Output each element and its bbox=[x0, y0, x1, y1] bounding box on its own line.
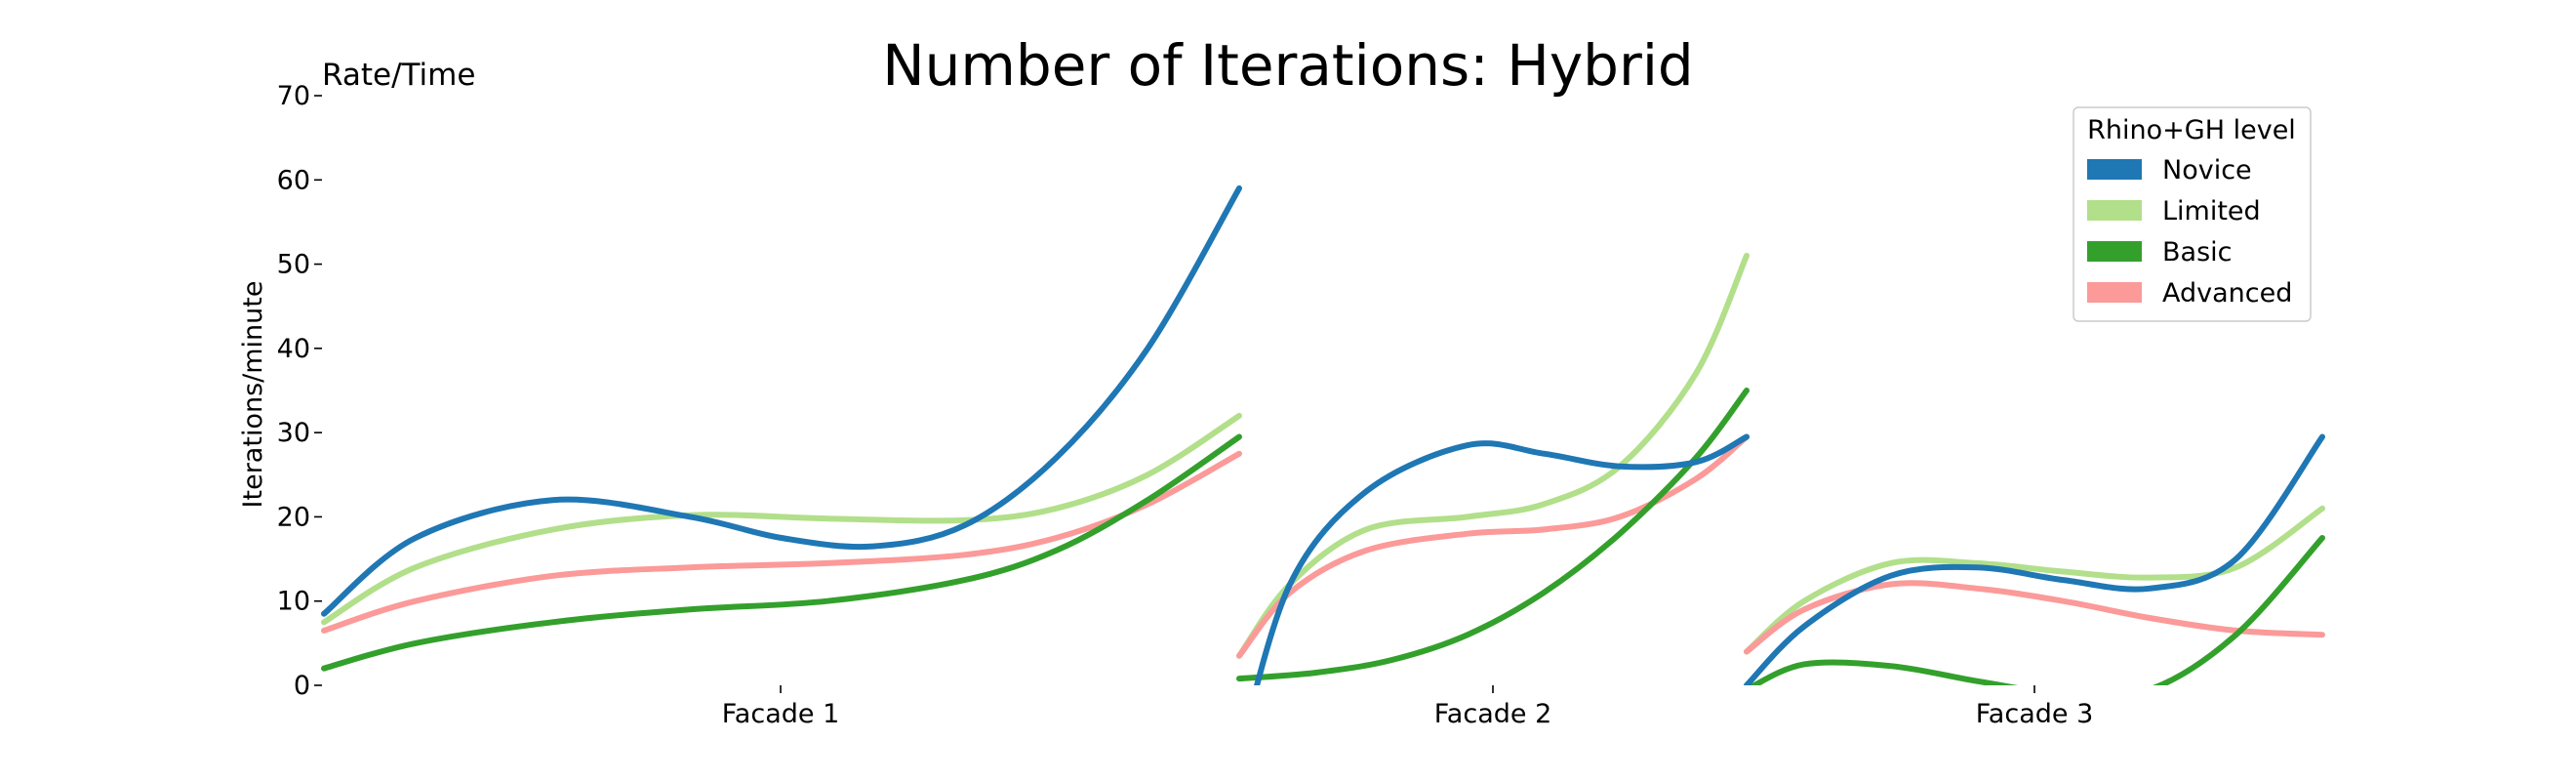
legend-label-advanced: Advanced bbox=[2162, 278, 2292, 308]
y-tick-label: 60 bbox=[277, 165, 310, 195]
x-tick-label: Facade 2 bbox=[1434, 699, 1552, 729]
y-tick-label: 50 bbox=[277, 250, 310, 280]
y-tick-label: 30 bbox=[277, 418, 310, 448]
series-line-novice bbox=[321, 185, 1242, 617]
y-tick-label: 20 bbox=[277, 502, 310, 532]
legend-title: Rhino+GH level bbox=[2087, 115, 2296, 145]
legend-swatch-basic bbox=[2087, 241, 2142, 262]
y-tick-label: 10 bbox=[277, 587, 310, 617]
x-tick-label: Facade 3 bbox=[1976, 699, 2094, 729]
legend-label-limited: Limited bbox=[2162, 196, 2261, 226]
legend: Rhino+GH level Novice Limited Basic Advance… bbox=[2073, 106, 2312, 322]
x-axis: Facade 1 Facade 2 Facade 3 bbox=[722, 685, 2094, 729]
series-line-limited bbox=[321, 412, 1242, 626]
legend-label-basic: Basic bbox=[2162, 237, 2232, 267]
series-line-advanced bbox=[1236, 433, 1750, 659]
y-axis-label: Iterations/minute bbox=[238, 281, 268, 509]
y-axis: 0 10 20 30 40 50 60 70 bbox=[277, 81, 322, 701]
legend-swatch-limited bbox=[2087, 200, 2142, 221]
legend-label-novice: Novice bbox=[2162, 155, 2252, 185]
y-tick-label: 70 bbox=[277, 81, 310, 111]
y-tick-label: 0 bbox=[294, 671, 310, 701]
series-line-limited bbox=[1744, 505, 2325, 655]
series-line-advanced bbox=[1744, 580, 2325, 655]
series-line-basic bbox=[1748, 535, 2325, 685]
series-line-limited bbox=[1236, 252, 1750, 659]
y-tick-label: 40 bbox=[277, 334, 310, 364]
corner-label: Rate/Time bbox=[322, 58, 475, 93]
series-line-novice bbox=[1744, 433, 2325, 685]
series-line-novice bbox=[1253, 433, 1750, 685]
chart-title: Number of Iterations: Hybrid bbox=[882, 32, 1694, 99]
legend-swatch-advanced bbox=[2087, 282, 2142, 303]
series-line-basic bbox=[321, 433, 1242, 672]
series-layer bbox=[321, 185, 2325, 685]
legend-swatch-novice bbox=[2087, 159, 2142, 180]
x-tick-label: Facade 1 bbox=[722, 699, 840, 729]
